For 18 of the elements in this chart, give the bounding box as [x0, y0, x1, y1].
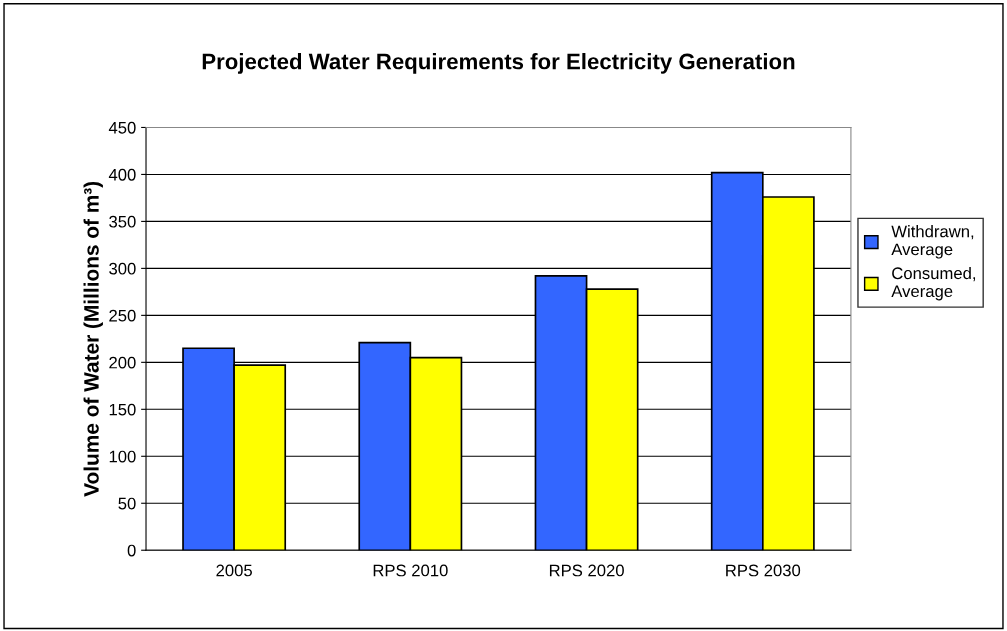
- x-tick-label: RPS 2030: [726, 564, 801, 577]
- y-tick-label: 250: [109, 309, 136, 322]
- x-tick-label: 2005: [216, 564, 252, 577]
- y-tick-label: 100: [109, 450, 136, 463]
- x-tick-label: RPS 2020: [549, 564, 624, 577]
- y-tick-label: 200: [109, 356, 136, 369]
- y-axis-title: Volume of Water (Millions of m³): [83, 181, 103, 497]
- x-tick-label: RPS 2010: [373, 564, 448, 577]
- y-tick-label: 300: [109, 262, 136, 275]
- y-tick-label: 400: [108, 168, 136, 181]
- legend-label: Withdrawn, Average: [891, 225, 974, 259]
- y-tick-label: 150: [109, 403, 136, 416]
- y-tick-label: 350: [109, 215, 136, 228]
- chart-title: Projected Water Requirements for Electricity Generation: [202, 53, 795, 74]
- y-tick-label: 50: [118, 497, 136, 510]
- y-tick-label: 0: [127, 544, 136, 557]
- legend-label: Consumed, Average: [891, 266, 976, 301]
- y-tick-label: 450: [108, 121, 136, 134]
